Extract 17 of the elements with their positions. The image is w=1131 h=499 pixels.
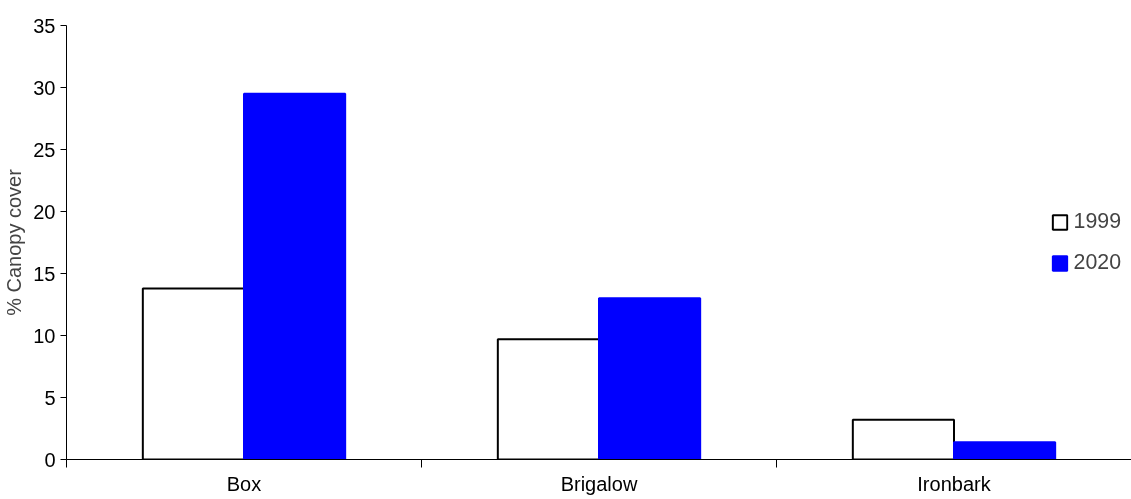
y-axis-title: % Canopy cover (3, 168, 26, 316)
y-tick-label: 15 (33, 262, 56, 285)
y-tick-label: 5 (44, 386, 56, 409)
y-tick-label: 30 (33, 76, 56, 99)
y-tick-label: 35 (33, 14, 56, 37)
y-tick-label: 0 (44, 448, 56, 471)
bar (953, 441, 1057, 460)
x-tick-label: Box (226, 472, 262, 495)
y-tick-label: 20 (33, 200, 56, 223)
bar (243, 92, 347, 460)
x-tick-label: Brigalow (560, 472, 638, 495)
legend-label: 1999 (1073, 209, 1121, 234)
y-tick-label: 25 (33, 138, 56, 161)
x-tick-label: Ironbark (917, 472, 992, 495)
legend-label: 2020 (1073, 250, 1121, 275)
y-tick-label: 10 (33, 324, 56, 347)
bar (598, 297, 702, 460)
